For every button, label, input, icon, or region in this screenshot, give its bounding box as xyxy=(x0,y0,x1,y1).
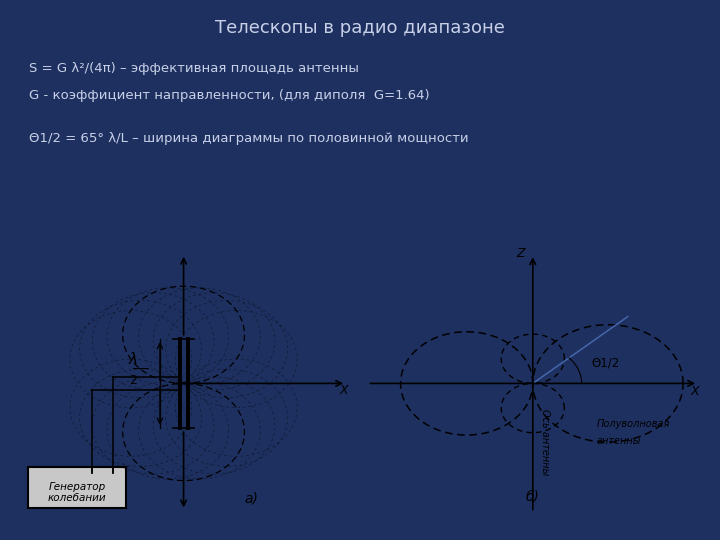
Text: а): а) xyxy=(245,491,258,505)
Text: Z: Z xyxy=(516,247,525,260)
Text: S = G λ²/(4π) – эффективная площадь антенны: S = G λ²/(4π) – эффективная площадь анте… xyxy=(29,62,359,75)
Text: G - коэффициент направленности, (для диполя  G=1.64): G - коэффициент направленности, (для дип… xyxy=(29,89,429,102)
Text: X: X xyxy=(690,385,699,398)
Text: Ось антенны: Ось антенны xyxy=(540,409,550,475)
Text: антенны: антенны xyxy=(597,436,642,446)
Text: Телескопы в радио диапазоне: Телескопы в радио диапазоне xyxy=(215,19,505,37)
Text: λ: λ xyxy=(128,352,138,367)
Text: колебании: колебании xyxy=(48,493,107,503)
Text: Полуволновая: Полуволновая xyxy=(597,420,670,429)
Bar xyxy=(28,467,126,508)
Text: б): б) xyxy=(526,490,540,504)
Text: Генератор: Генератор xyxy=(48,482,106,492)
Text: Θ1/2: Θ1/2 xyxy=(591,357,620,370)
Text: 2: 2 xyxy=(129,374,137,387)
Text: X: X xyxy=(339,384,348,397)
Text: Θ1/2 = 65° λ/L – ширина диаграммы по половинной мощности: Θ1/2 = 65° λ/L – ширина диаграммы по пол… xyxy=(29,132,469,145)
